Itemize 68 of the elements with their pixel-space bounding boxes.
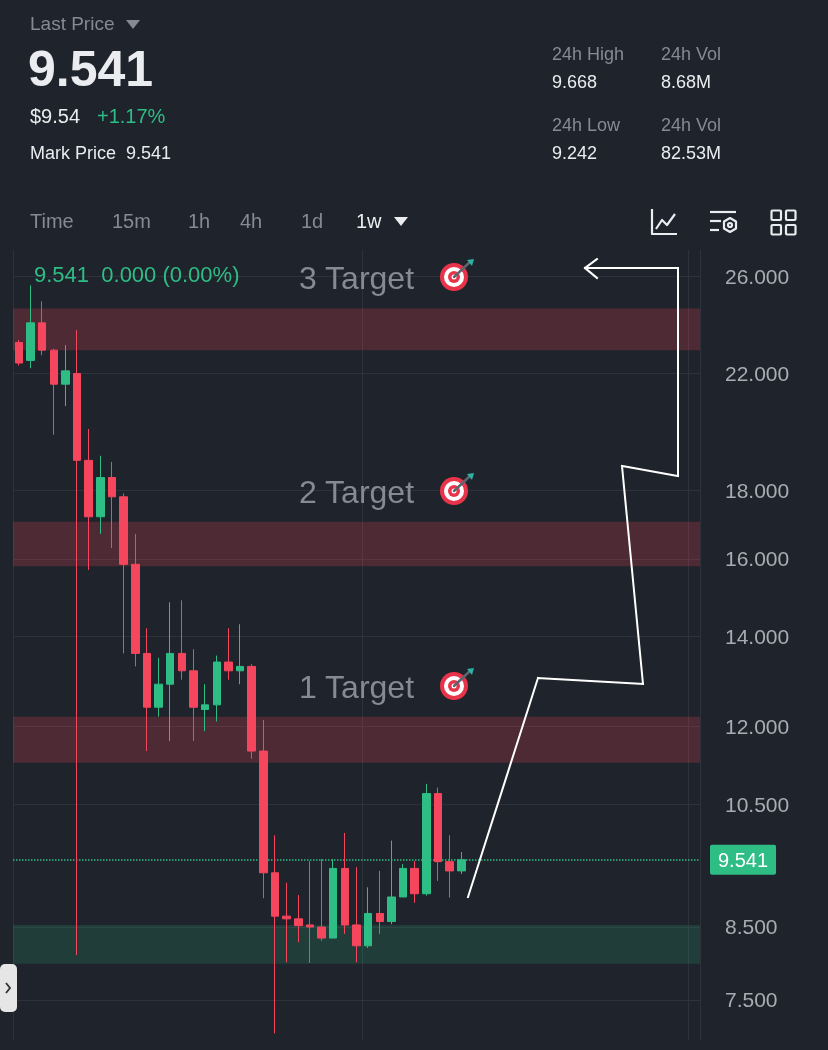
candlestick <box>259 719 268 899</box>
text: 1d <box>301 210 324 232</box>
text: 8.68M <box>661 72 712 92</box>
y-tick-label: 7.500 <box>725 988 778 1012</box>
candlestick <box>282 882 291 963</box>
candlestick <box>317 858 326 942</box>
band-label: 2 Target <box>298 473 415 510</box>
y-tick-label: 8.500 <box>725 915 778 939</box>
candlestick <box>399 863 407 898</box>
candlestick <box>352 866 361 963</box>
candlestick <box>119 493 128 654</box>
text: $9.54 <box>30 105 81 127</box>
band-label: 3 Target <box>298 260 415 297</box>
candlestick <box>364 886 372 949</box>
y-tick-label: 18.000 <box>725 478 790 502</box>
candlestick <box>271 834 279 1034</box>
text: +1.17% <box>97 105 166 127</box>
candlestick <box>376 870 384 935</box>
text: 4h <box>240 210 263 232</box>
candlestick <box>84 428 93 571</box>
text: 24h Low <box>552 115 621 135</box>
text: Last Price <box>30 13 115 34</box>
text: 9.541 <box>28 41 154 97</box>
candlestick <box>247 663 256 760</box>
candlestick <box>61 344 70 407</box>
candlestick <box>201 683 209 732</box>
candlestick <box>236 623 244 685</box>
text: 82.53M <box>661 143 722 163</box>
text: 1h <box>188 210 211 232</box>
text: Mark Price 9.541 <box>30 143 172 163</box>
candlestick <box>108 461 116 549</box>
candlestick <box>131 533 140 667</box>
candlestick <box>96 455 105 535</box>
candlestick <box>143 627 151 752</box>
candlestick <box>445 834 454 899</box>
annotation: 9.541 0.000 (0.00%) <box>34 262 240 287</box>
text: Time <box>30 210 74 232</box>
candlestick <box>15 339 23 367</box>
text: 1w <box>356 210 382 232</box>
candlestick <box>410 860 419 904</box>
candlestick <box>213 655 221 722</box>
y-tick-label: 10.500 <box>725 792 790 816</box>
candlestick <box>224 627 233 681</box>
y-tick-label: 16.000 <box>725 547 790 571</box>
band-label: 1 Target <box>298 668 415 705</box>
candlestick <box>434 787 442 882</box>
y-tick-label: 14.000 <box>725 625 790 649</box>
candlestick <box>306 860 314 964</box>
candlestick <box>341 832 349 935</box>
candlestick <box>294 894 303 943</box>
text: 24h Vol <box>661 44 722 64</box>
ref-line-label: 9.541 <box>718 848 769 871</box>
candlestick <box>154 657 163 718</box>
candlestick <box>50 348 58 436</box>
text: 24h High <box>552 44 625 64</box>
text: 9.668 <box>552 72 598 92</box>
candlestick <box>73 329 81 956</box>
candlestick <box>178 599 186 681</box>
y-tick-label: 22.000 <box>725 361 790 385</box>
y-tick-label: 12.000 <box>725 714 790 738</box>
candlestick <box>189 648 198 742</box>
text: 24h Vol <box>661 115 722 135</box>
candlestick <box>38 300 46 356</box>
candlestick <box>26 284 35 369</box>
y-tick-label: 26.000 <box>725 264 790 288</box>
text: 15m <box>112 210 151 232</box>
candlestick <box>166 601 174 742</box>
text: 9.242 <box>552 143 598 163</box>
